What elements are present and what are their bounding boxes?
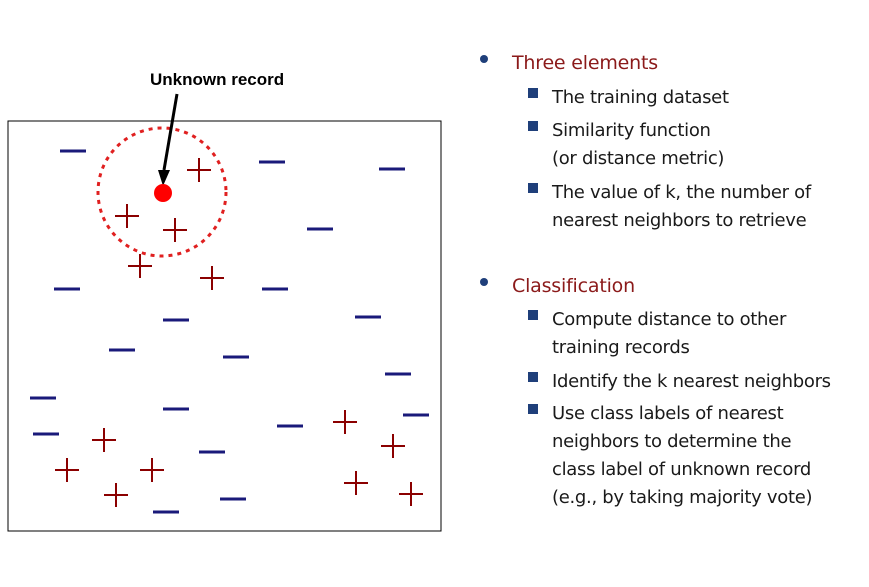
- plus-sign-icon: [140, 458, 164, 482]
- plus-sign-icon: [163, 218, 187, 242]
- plus-sign-icon: [55, 458, 79, 482]
- plus-sign-icon: [104, 483, 128, 507]
- item-similarity-function: Similarity function (or distance metric): [552, 120, 725, 169]
- item-identify-neighbors: Identify the k nearest neighbors: [552, 371, 831, 392]
- pointer-arrow-head: [158, 170, 170, 186]
- round-bullet-icon: [480, 278, 488, 286]
- item-use-class-labels: Use class labels of nearest neighbors to …: [552, 403, 813, 508]
- plus-sign-icon: [187, 158, 211, 182]
- item-compute-distance: Compute distance to other training record…: [552, 309, 787, 358]
- plus-sign-icon: [92, 428, 116, 452]
- square-bullet-icon: [528, 183, 538, 193]
- plus-sign-icon: [344, 471, 368, 495]
- round-bullet-icon: [480, 55, 488, 63]
- square-bullet-icon: [528, 121, 538, 131]
- plus-sign-icon: [399, 482, 423, 506]
- unknown-record-point: [154, 184, 172, 202]
- training-points: [30, 149, 429, 514]
- square-bullet-icon: [528, 88, 538, 98]
- square-bullet-icon: [528, 404, 538, 414]
- neighborhood-circle: [96, 126, 228, 258]
- plus-sign-icon: [115, 204, 139, 228]
- item-value-of-k: The value of k, the number of nearest nei…: [552, 182, 811, 231]
- plus-sign-icon: [128, 254, 152, 278]
- item-training-dataset: The training dataset: [552, 87, 729, 108]
- pointer-arrow-shaft: [162, 93, 179, 171]
- plus-sign-icon: [381, 434, 405, 458]
- heading-three-elements: Three elements: [512, 52, 658, 74]
- heading-classification: Classification: [512, 275, 635, 297]
- square-bullet-icon: [528, 310, 538, 320]
- feature-space-box: [7, 120, 442, 532]
- plus-sign-icon: [200, 266, 224, 290]
- square-bullet-icon: [528, 372, 538, 382]
- unknown-record-label: Unknown record: [150, 70, 285, 89]
- plus-sign-icon: [333, 410, 357, 434]
